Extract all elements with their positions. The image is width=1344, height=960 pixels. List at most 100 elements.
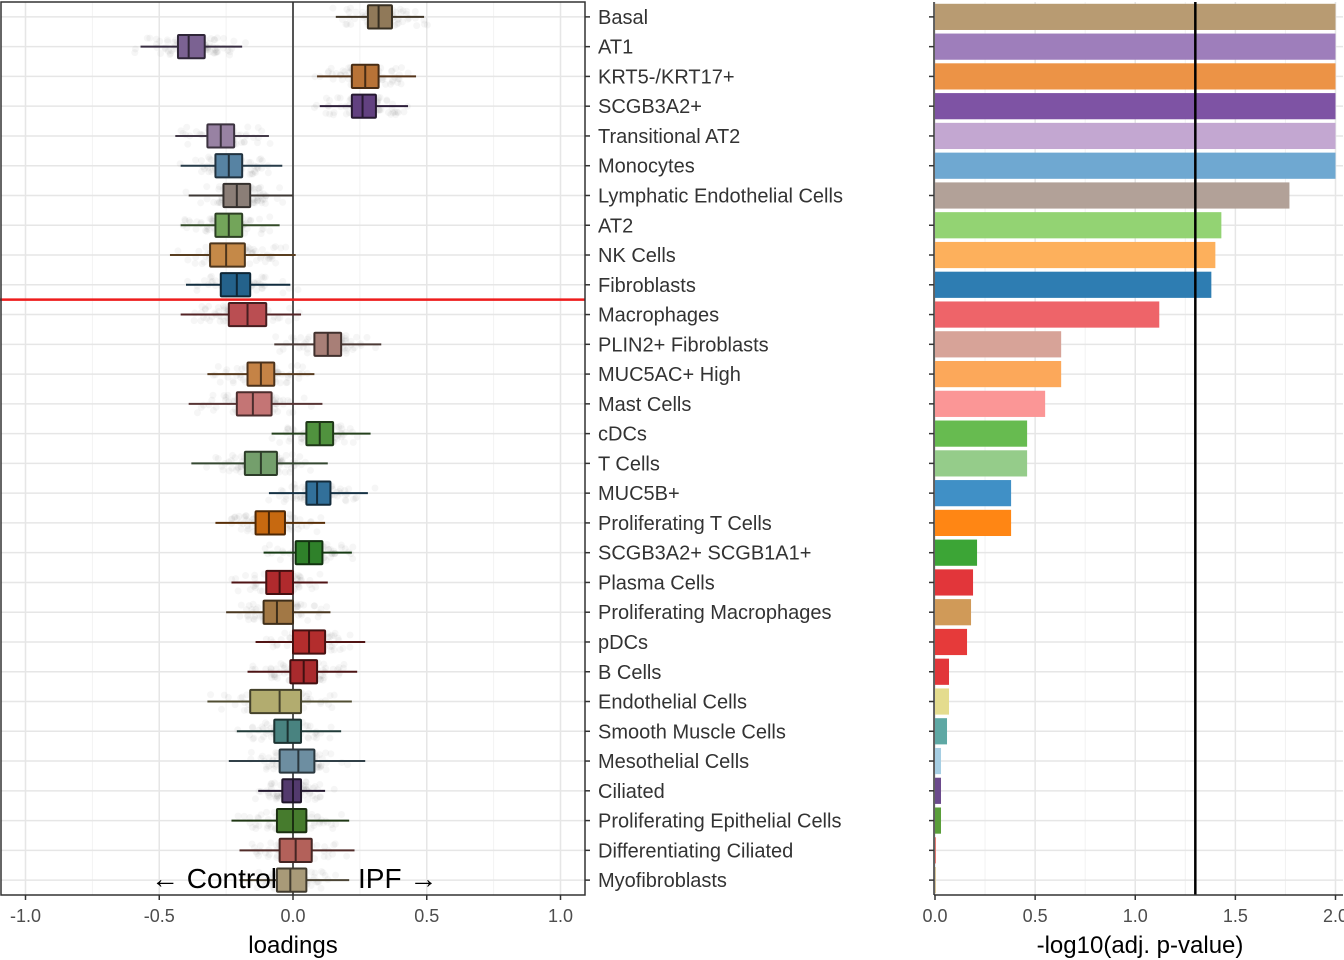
jitter-point [193,226,200,233]
jitter-point [215,363,222,370]
jitter-point [156,38,163,45]
jitter-point [285,318,292,325]
pvalue-bar [935,122,1336,150]
loading-box [191,450,328,476]
loading-box [263,540,352,566]
jitter-point [277,556,284,563]
category-label: Monocytes [598,156,695,178]
jitter-point [234,726,241,733]
jitter-point [236,613,243,620]
jitter-point [272,763,279,770]
loading-box [207,688,352,715]
jitter-point [286,409,293,416]
jitter-point [326,735,333,742]
jitter-point [259,246,266,253]
jitter-point [284,424,291,431]
category-label: PLIN2+ Fibroblasts [598,334,769,356]
jitter-point [230,409,237,416]
jitter-point [261,196,268,203]
jitter-point [252,169,259,176]
jitter-point [265,816,272,823]
jitter-point [164,36,171,43]
jitter-point [322,749,329,756]
loading-box [239,837,355,863]
jitter-point [307,467,314,474]
loadings-tick-label: -1.0 [10,906,41,926]
category-label: Macrophages [598,305,719,327]
jitter-point [184,141,191,148]
jitter-point [269,435,276,442]
jitter-point [253,580,260,587]
jitter-point [272,333,279,340]
jitter-point [338,811,345,818]
loading-box [231,569,328,596]
jitter-point [347,632,354,639]
jitter-point [338,541,345,548]
jitter-point [193,128,200,135]
pvalue-bar [935,33,1336,60]
loadings-tick-label: 0.0 [280,906,305,926]
box-iqr [278,748,316,774]
loadings-panel: -1.0 -0.5 0.0 0.5 1.0 [0,1,586,926]
loadings-axis-title: loadings [248,932,337,959]
loading-box [175,123,269,149]
pvalue-bar [935,718,948,745]
pvalue-tick-label: 0.0 [922,906,947,926]
loading-box [274,331,382,357]
jitter-point [285,438,292,445]
jitter-point [412,15,419,22]
jitter-point [282,469,289,476]
jitter-point [331,692,338,699]
jitter-point [242,572,249,579]
jitter-point [398,80,405,87]
jitter-point [183,124,190,131]
jitter-point [320,869,327,876]
pvalue-bar [935,301,1160,328]
jitter-point [272,749,279,756]
jitter-point [260,733,267,740]
jitter-point [281,663,288,670]
jitter-point [207,48,214,55]
jitter-point [182,189,189,196]
category-label: Myofibroblasts [598,870,727,892]
category-label: Proliferating T Cells [598,513,772,535]
jitter-point [276,439,283,446]
jitter-point [256,216,263,223]
jitter-point [235,813,242,820]
jitter-point [338,759,345,766]
jitter-point [296,573,303,580]
jitter-point [215,455,222,462]
box-iqr [176,34,206,60]
category-label: Ciliated [598,781,665,803]
jitter-point [244,613,251,620]
jitter-point [313,102,320,109]
loading-box [268,480,368,506]
category-label: MUC5B+ [598,483,680,505]
jitter-point [308,869,315,876]
jitter-point [208,397,215,404]
jitter-point [192,260,199,267]
jitter-point [268,780,275,787]
jitter-point [322,110,329,117]
jitter-point [329,851,336,858]
loadings-tick-label: 0.5 [414,906,439,926]
loading-box [140,34,243,60]
pvalue-panel: 0.0 0.5 1.0 1.5 2.0 [922,2,1344,926]
jitter-point [221,692,228,699]
jitter-point [259,723,266,730]
pvalue-bar [935,658,950,685]
jitter-point [283,496,290,503]
box-iqr [275,867,308,893]
loading-box [236,718,342,744]
loading-box [188,182,293,209]
jitter-point [323,766,330,773]
jitter-point [207,691,214,698]
jitter-point [389,79,396,86]
box-iqr [262,599,295,625]
loading-box [258,778,326,804]
pvalue-bar [935,599,972,626]
jitter-point [301,394,308,401]
jitter-point [392,65,399,72]
box-iqr [305,480,332,506]
jitter-point [266,228,273,235]
